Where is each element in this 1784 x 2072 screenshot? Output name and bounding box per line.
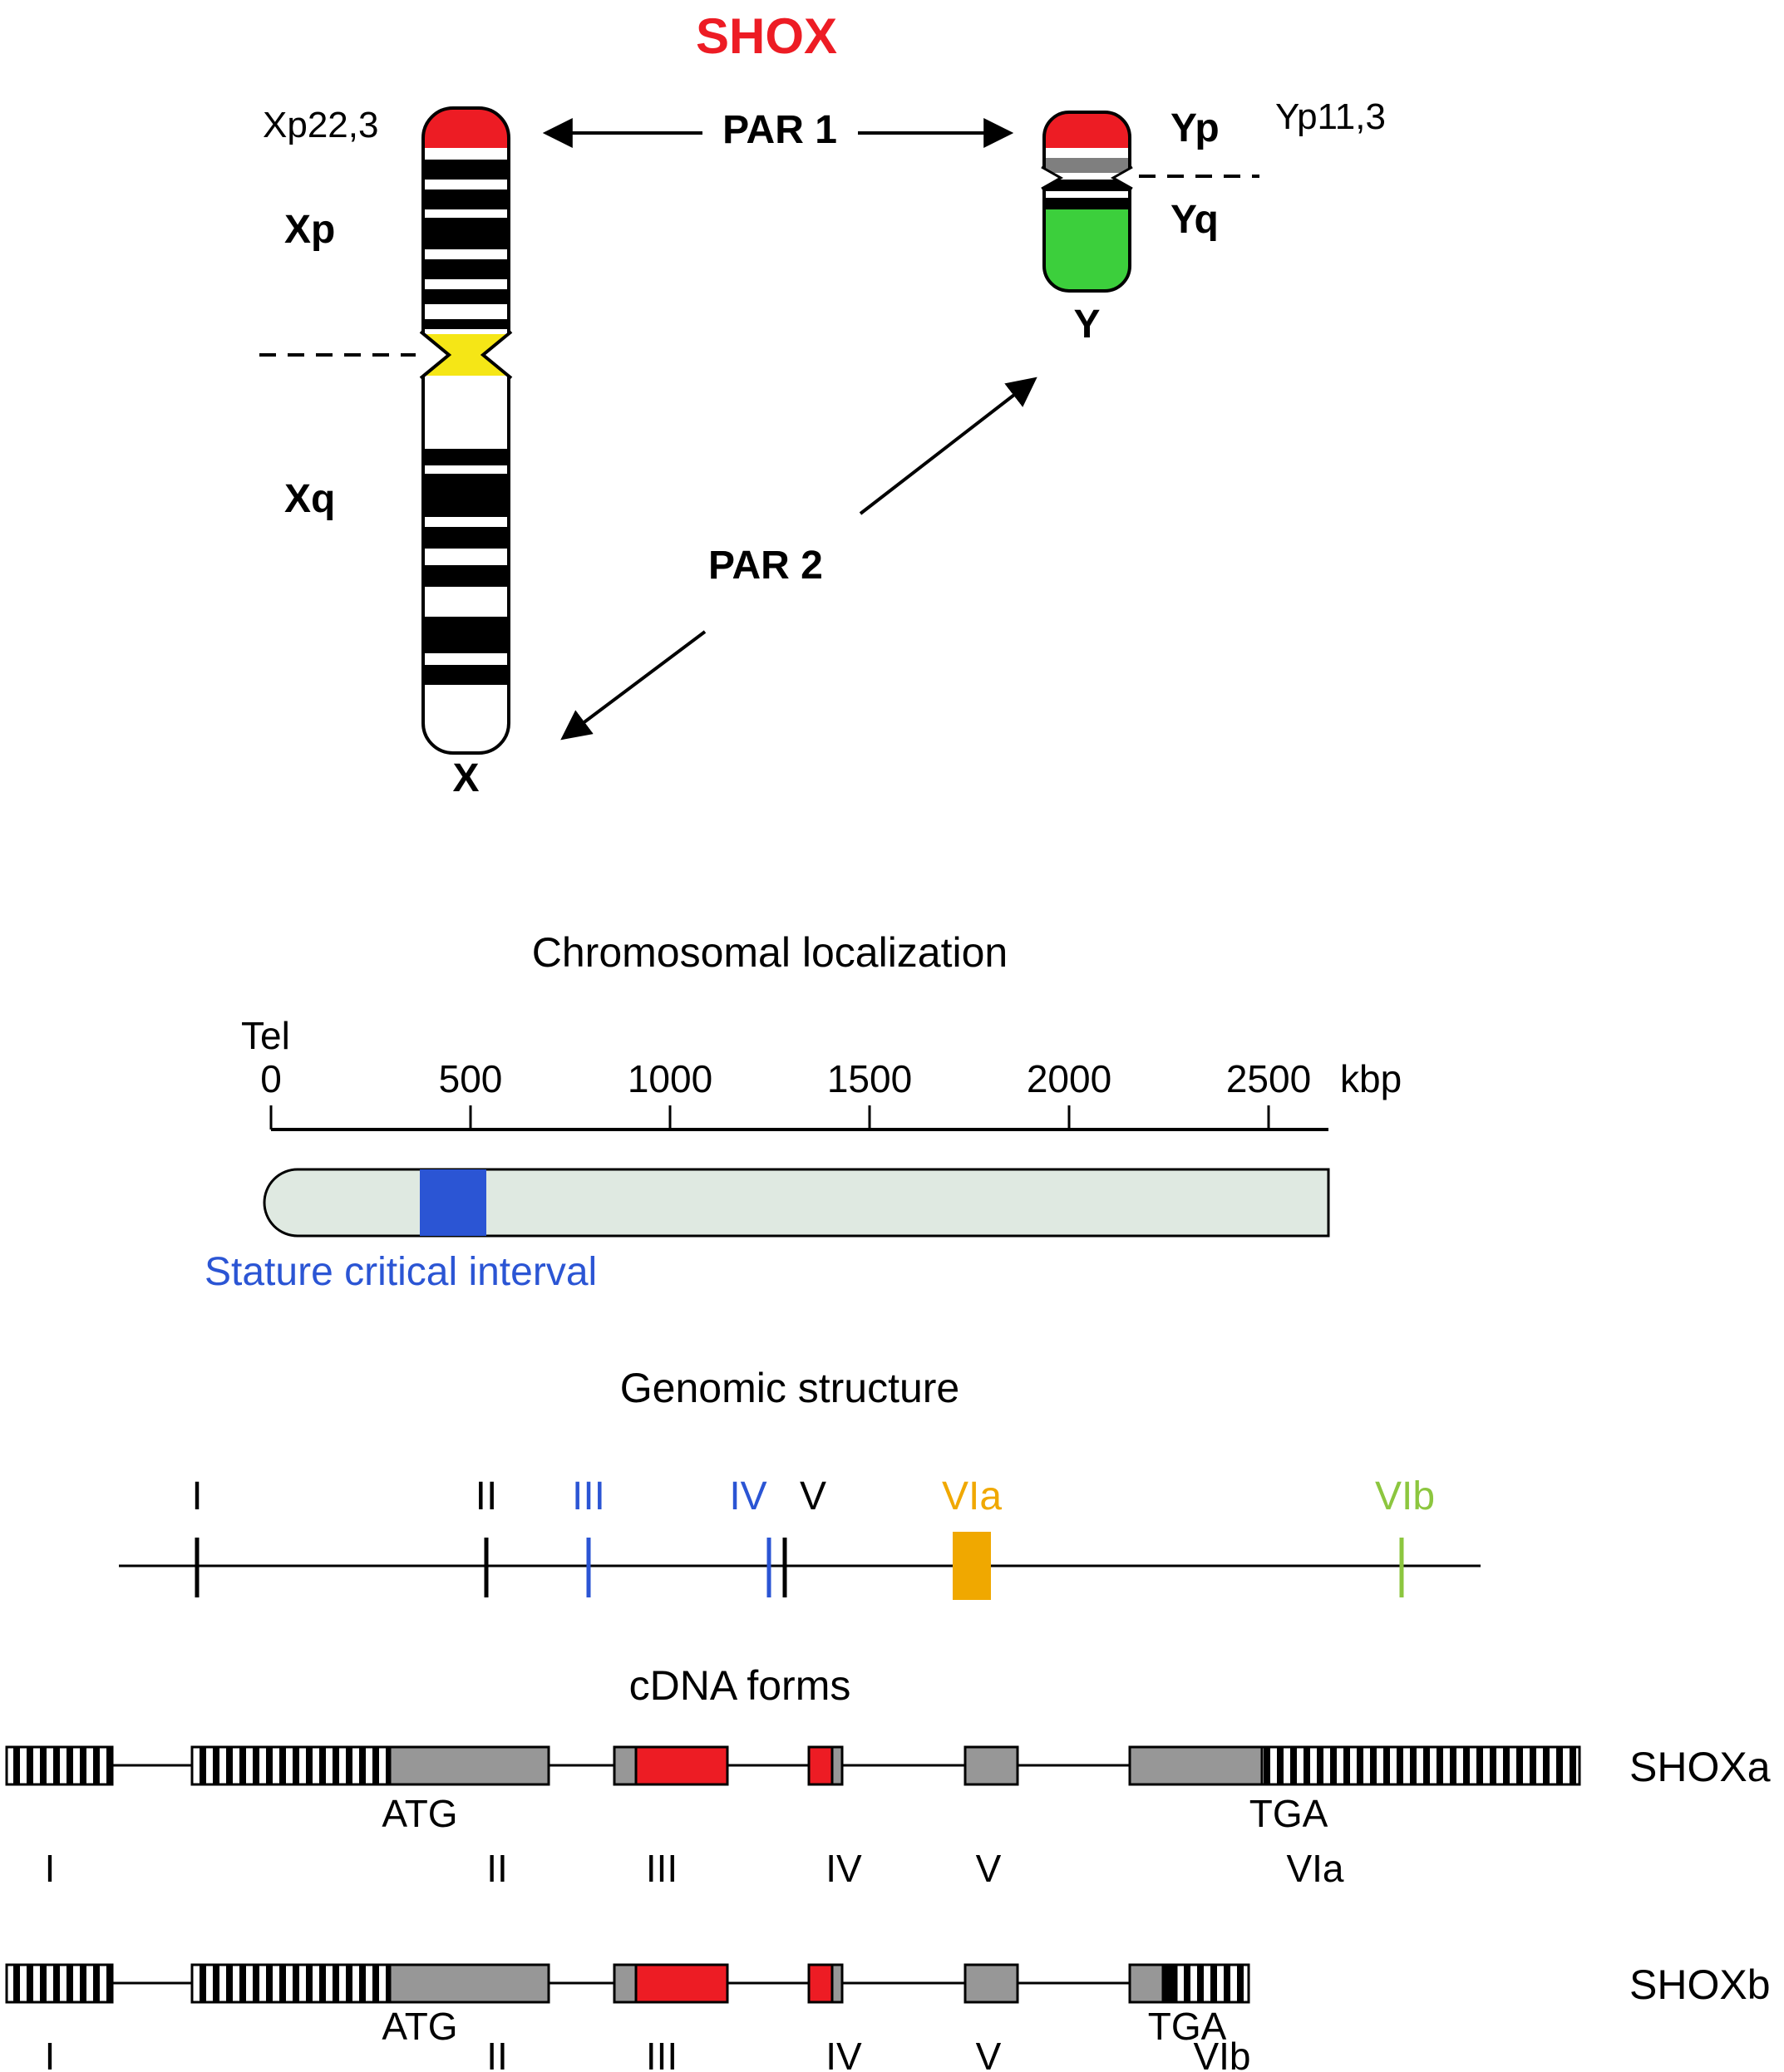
stature-critical-interval-box (420, 1169, 486, 1236)
genomic-exon-label-ii: II (475, 1474, 498, 1518)
shoxb-cdna (5, 1963, 1250, 2004)
shoxb-exon4-coding-box (830, 1963, 844, 2004)
shoxb-exon4-homeobox (807, 1963, 834, 2004)
scale-tick-label-500: 500 (438, 1057, 503, 1100)
x-bands (423, 108, 509, 753)
par1-label: PAR 1 (722, 108, 837, 152)
localization-heading: Chromosomal localization (531, 929, 1008, 976)
shoxa-exon-label-v: V (975, 1847, 1002, 1890)
shoxa-exon-label-iv: IV (825, 1847, 862, 1890)
shoxa-exon4-coding-box (830, 1745, 844, 1786)
figure-title: SHOX (695, 8, 838, 64)
genomic-exon-label-v: V (799, 1474, 826, 1518)
y-heterochromatin-band (1044, 209, 1130, 291)
region-bar (263, 1168, 1330, 1238)
y-pinch-right (1110, 165, 1133, 190)
shoxa-tga: TGA (1249, 1792, 1328, 1835)
y-short-arm-label: Yp (1170, 106, 1220, 150)
y-name-label: Y (1073, 303, 1101, 347)
shoxa-exon6a-coding-box (1128, 1745, 1264, 1786)
shoxb-atg: ATG (382, 2005, 458, 2048)
scale-tick-label-0: 0 (260, 1057, 282, 1100)
x-centromere-pinch-left (419, 330, 452, 380)
kbp-scale (269, 1105, 1328, 1131)
shoxa-exon-label-ii: II (486, 1847, 508, 1890)
x-band-label: Xp22,3 (263, 105, 379, 145)
y-chromosome-ideogram (1041, 111, 1133, 293)
y-pinch-left (1041, 165, 1064, 190)
exon-via-box (953, 1532, 991, 1600)
shoxb-exon2-utr-box (190, 1963, 392, 2004)
shoxa-exon-label-iii: III (645, 1847, 678, 1890)
par2-arrow-to-y (859, 377, 1037, 515)
shoxb-exon3-coding-box (613, 1963, 638, 2004)
y-band-label: Yp11,3 (1275, 96, 1386, 137)
genomic-exon-label-iv: IV (729, 1474, 767, 1518)
genomic-exon-label-vib: VIb (1374, 1474, 1436, 1518)
scale-tick-label-1500: 1500 (826, 1057, 913, 1100)
y-par1-band (1044, 112, 1130, 148)
x-centromere-pinch-right (480, 330, 513, 380)
genomic-exon-label-iii: III (571, 1474, 605, 1518)
y-long-arm-label: Yq (1170, 198, 1219, 242)
shoxb-tga: TGA (1147, 2005, 1227, 2048)
genomic-exon-label-i: I (191, 1474, 203, 1518)
shoxb-exon-label-ii: II (486, 2035, 508, 2072)
shoxa-exon2-utr-box (190, 1745, 392, 1786)
par2-arrow-to-x (560, 630, 707, 741)
shoxb-exon-label-iii: III (645, 2035, 678, 2072)
shoxb-exon3-homeobox (634, 1963, 729, 2004)
genomic-heading: Genomic structure (619, 1365, 960, 1411)
shoxa-exon4-homeobox (807, 1745, 834, 1786)
x-chromosome-ideogram (419, 106, 513, 755)
scale-tick-label-2000: 2000 (1026, 1057, 1112, 1100)
shoxb-name: SHOXb (1629, 1961, 1771, 2008)
shoxa-atg: ATG (382, 1792, 458, 1835)
shoxa-cdna (5, 1745, 1581, 1786)
shoxa-exon5-box (963, 1745, 1019, 1786)
x-long-arm-label: Xq (284, 477, 336, 521)
par2-label: PAR 2 (708, 544, 823, 588)
scale-tick-label-2500: 2500 (1225, 1057, 1312, 1100)
genomic-exon-label-via: VIa (941, 1474, 1003, 1518)
annotation-lines (259, 118, 1259, 741)
shoxa-exon2-coding-box (388, 1745, 550, 1786)
shoxa-exon3-coding-box (613, 1745, 638, 1786)
shoxa-exon3-homeobox (634, 1745, 729, 1786)
shoxb-exon-label-i: I (44, 2035, 56, 2072)
y-outline (1042, 111, 1131, 293)
scale-tick-label-1000: 1000 (627, 1057, 713, 1100)
shoxb-exon-label-vib: VIb (1193, 2035, 1251, 2072)
tel-label: Tel (241, 1014, 290, 1057)
x-par1-band (423, 108, 509, 148)
scale-unit-label: kbp (1340, 1057, 1402, 1100)
shoxa-exon6a-utr-box (1260, 1745, 1581, 1786)
shoxa-exon-label-via: VIa (1286, 1847, 1344, 1890)
shoxb-exon2-coding-box (388, 1963, 550, 2004)
y-bands (1044, 112, 1130, 291)
shoxb-exon6b-black-box (1161, 1963, 1178, 2004)
shoxb-exon1-utr-box (5, 1963, 114, 2004)
cdna-heading: cDNA forms (628, 1662, 851, 1709)
shoxb-exon5-box (963, 1963, 1019, 2004)
x-short-arm-label: Xp (284, 208, 336, 252)
shoxa-exon-label-i: I (44, 1847, 56, 1890)
shoxa-exon1-utr-box (5, 1745, 114, 1786)
shoxb-exon6b-utr-box (1175, 1963, 1250, 2004)
shoxb-exon6b-coding-box (1128, 1963, 1165, 2004)
stature-interval-label: Stature critical interval (205, 1250, 598, 1294)
shoxb-exon-label-iv: IV (825, 2035, 862, 2072)
x-outline (421, 106, 510, 755)
par1-region-bar (263, 1168, 1330, 1238)
x-name-label: X (452, 756, 480, 800)
shoxa-name: SHOXa (1629, 1744, 1771, 1790)
shoxb-exon-label-v: V (975, 2035, 1002, 2072)
genomic-structure-track (119, 1532, 1481, 1600)
